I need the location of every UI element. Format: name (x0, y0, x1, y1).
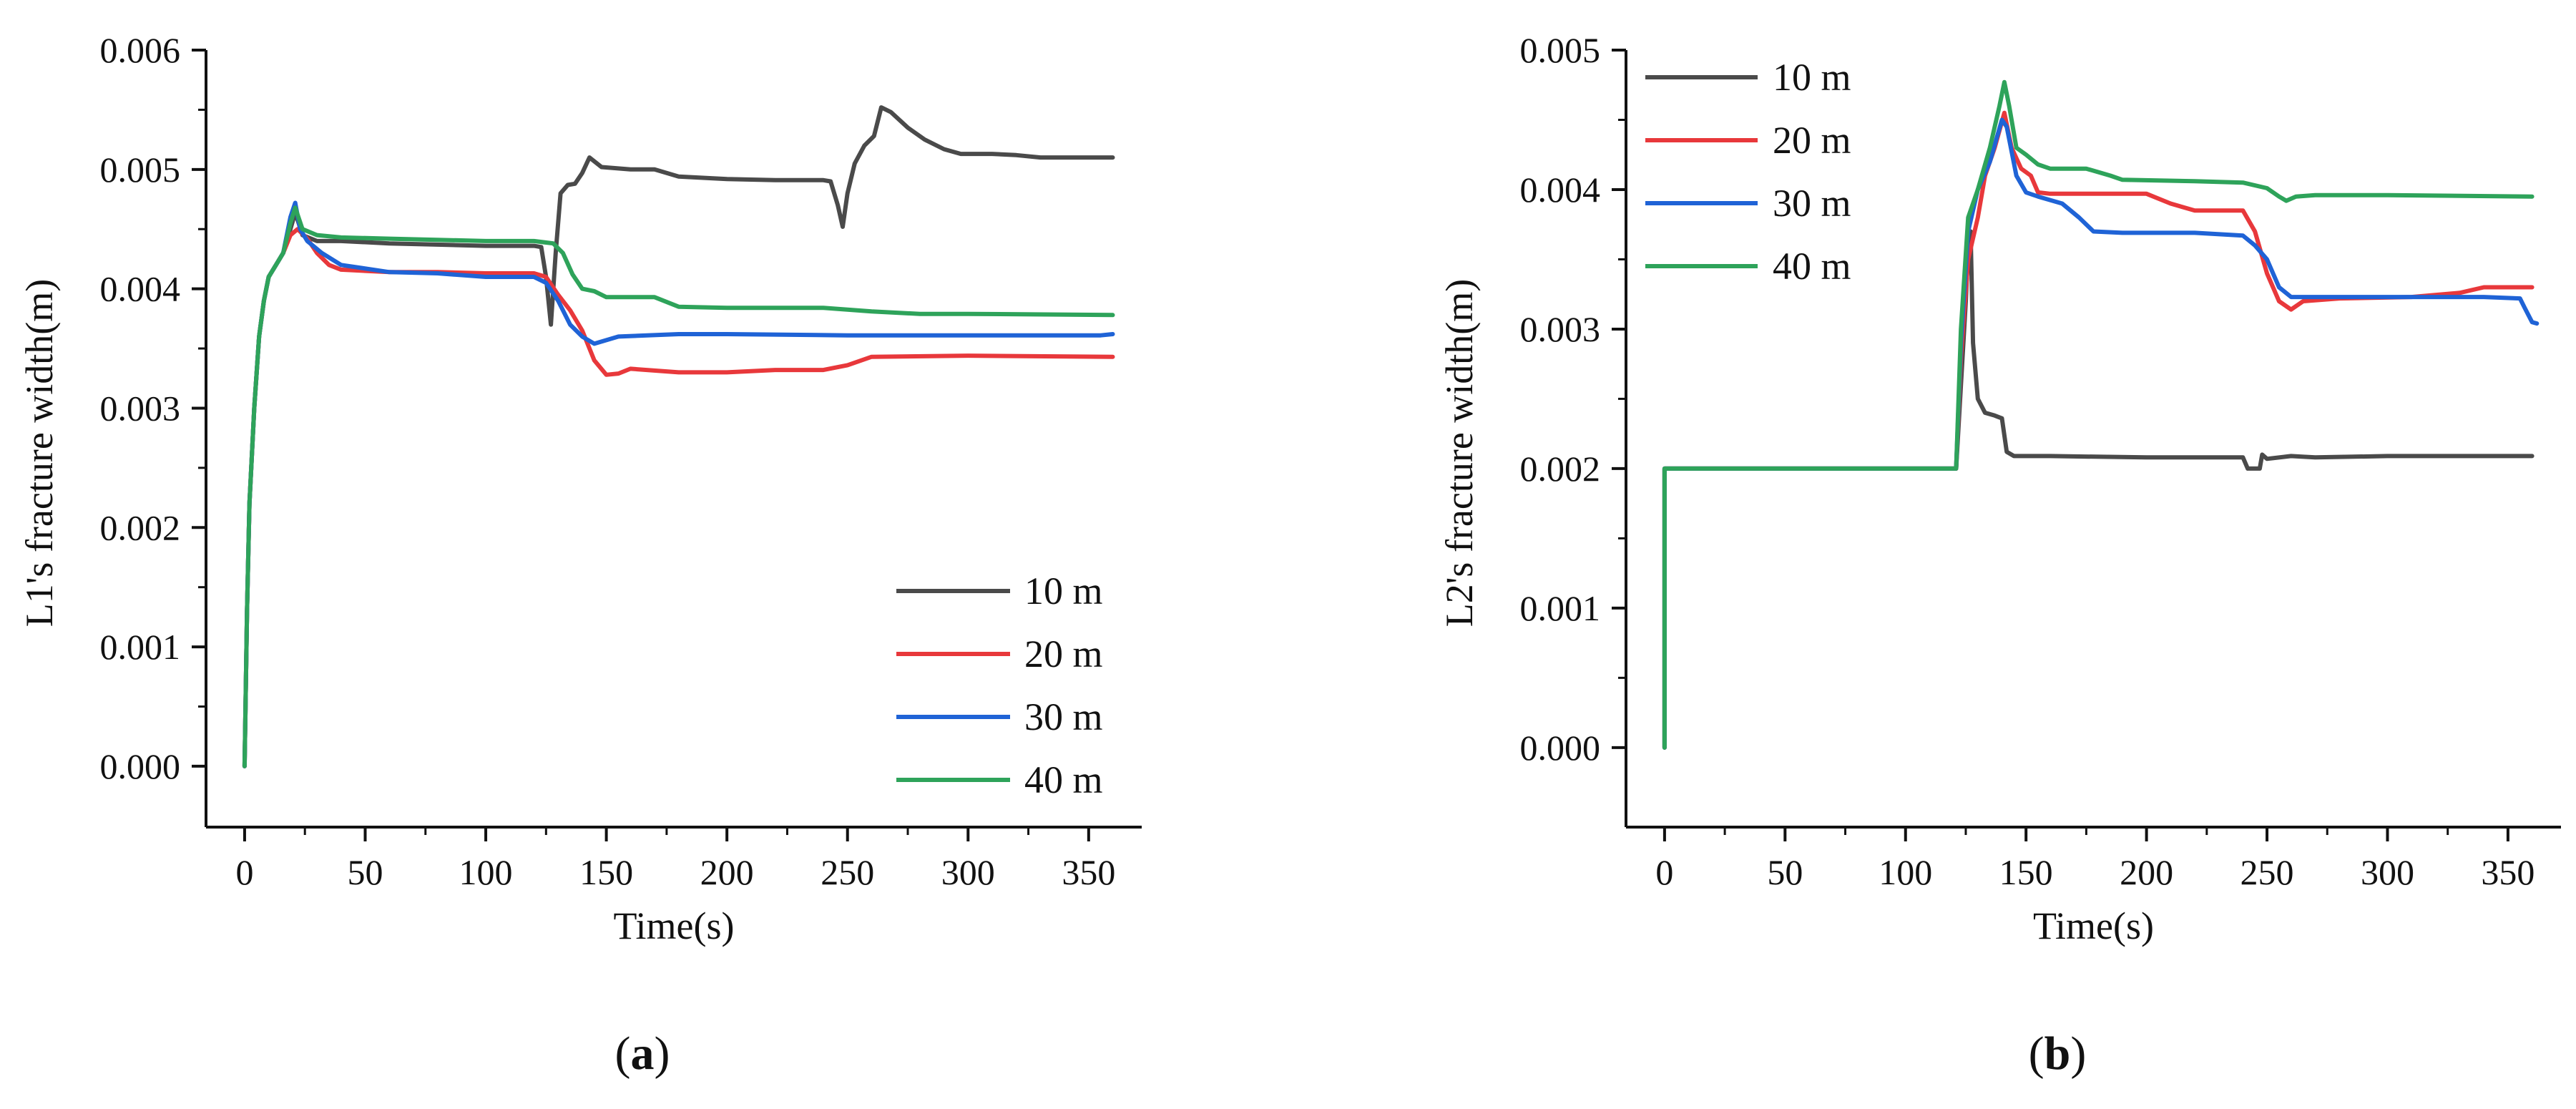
panel-b-legend-label-10m: 10 m (1773, 56, 1851, 99)
panel-b-axes: 0 50 100 150 200 250 300 350 0.000 0.001 0.002 0.00… (1520, 30, 2561, 892)
panel-a-caption: (a) (615, 1027, 670, 1080)
panel-b-y-tick-label: 0.003 (1520, 309, 1601, 349)
panel-a-y-tick-label: 0.005 (100, 150, 181, 190)
panel-a-x-axis-title: Time(s) (613, 904, 734, 947)
panel-b-caption-letter: b (2044, 1027, 2071, 1080)
panel-a-y-tick-label: 0.004 (100, 269, 181, 309)
panel-a-x-tick-label: 150 (579, 852, 633, 892)
panel-a-y-tick-label: 0.003 (100, 388, 181, 428)
panel-b-y-axis-title: L2's fracture width(m) (1438, 279, 1481, 627)
panel-b-x-tick-label: 350 (2481, 852, 2535, 892)
panel-a-y-tick-label: 0.001 (100, 627, 181, 667)
panel-b-series-line-20m (1662, 110, 2535, 750)
panel-a-y-tick-label: 0.002 (100, 507, 181, 547)
panel-b-y-tick-label: 0.001 (1520, 588, 1601, 628)
panel-b-legend-label-30m: 30 m (1773, 182, 1851, 225)
panel-a-legend-label-40m: 40 m (1024, 758, 1103, 801)
panel-b-caption: (b) (2029, 1027, 2087, 1080)
panel-a-caption-close: ) (655, 1027, 670, 1080)
panel-b-x-tick-label: 250 (2240, 852, 2294, 892)
panel-b-legend-label-20m: 20 m (1773, 119, 1851, 162)
panel-b-y-tick-label: 0.000 (1520, 728, 1601, 768)
panel-a-x-tick-label: 50 (347, 852, 383, 892)
panel-b-series-line-30m (1662, 117, 2540, 750)
panel-b-x-tick-label: 50 (1767, 852, 1803, 892)
panel-a-caption-letter: a (631, 1027, 655, 1080)
panel-b-x-tick-label: 300 (2361, 852, 2414, 892)
panel-b-x-axis-title: Time(s) (2033, 904, 2154, 947)
panel-a-caption-open: ( (615, 1027, 631, 1080)
panel-a-y-tick-label: 0.000 (100, 746, 181, 786)
panel-b-x-tick-label: 0 (1655, 852, 1673, 892)
panel-b-legend-label-40m: 40 m (1773, 245, 1851, 288)
panel-b-caption-close: ) (2070, 1027, 2086, 1080)
panel-b-x-tick-label: 200 (2120, 852, 2173, 892)
panel-b-x-tick-label: 100 (1879, 852, 1932, 892)
panel-b-chart: 0 50 100 150 200 250 300 350 0.000 0.001 0.002 0.00… (1438, 30, 2561, 1080)
panel-a-x-tick-label: 350 (1062, 852, 1115, 892)
panel-a-legend-label-20m: 20 m (1024, 632, 1103, 675)
panel-a-chart: 0 50 100 150 200 250 300 350 0.000 0.001 0.002 0.00… (18, 30, 1142, 1080)
panel-b-legend: 10 m 20 m 30 m 40 m (1645, 56, 1851, 288)
panel-b-y-tick-label: 0.005 (1520, 30, 1601, 70)
panel-a-series-group (242, 105, 1115, 768)
panel-a-y-axis-title: L1's fracture width(m) (18, 279, 61, 627)
panel-a-x-tick-label: 200 (700, 852, 754, 892)
panel-a-legend: 10 m 20 m 30 m 40 m (896, 570, 1103, 801)
panel-a-series-line-40m (242, 205, 1115, 768)
panel-a-y-tick-label: 0.006 (100, 30, 181, 70)
panel-b-series-group (1662, 79, 2540, 750)
panel-b-y-tick-label: 0.002 (1520, 449, 1601, 489)
panel-a-x-tick-label: 0 (235, 852, 253, 892)
panel-b-y-tick-label: 0.004 (1520, 170, 1601, 210)
panel-a-legend-label-30m: 30 m (1024, 695, 1103, 738)
panel-a-legend-label-10m: 10 m (1024, 570, 1103, 612)
panel-a-x-tick-label: 300 (941, 852, 995, 892)
panel-b-caption-open: ( (2029, 1027, 2044, 1080)
panel-a-x-tick-label: 100 (459, 852, 513, 892)
panel-a-x-tick-label: 250 (821, 852, 874, 892)
panel-a-axes: 0 50 100 150 200 250 300 350 0.000 0.001 0.002 0.00… (100, 30, 1142, 892)
panel-b-series-line-40m (1662, 79, 2535, 750)
panel-b-x-tick-label: 150 (1999, 852, 2053, 892)
